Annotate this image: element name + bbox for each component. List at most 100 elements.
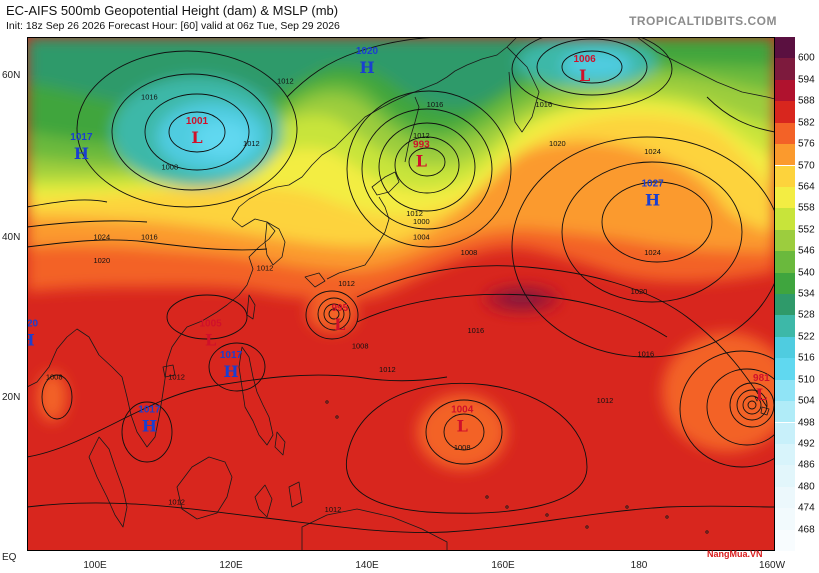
- colorbar-swatch: [775, 229, 795, 252]
- colorbar-swatch: [775, 122, 795, 145]
- low-pressure-symbol: L: [416, 152, 427, 171]
- isobar-label: 1012: [277, 77, 294, 86]
- map-header: EC-AIFS 500mb Geopotential Height (dam) …: [0, 0, 819, 36]
- pressure-center-value: 1017: [220, 350, 243, 361]
- colorbar-swatch: [775, 144, 795, 166]
- colorbar-label: 588: [798, 95, 815, 107]
- isobar-label: 1008: [461, 248, 478, 257]
- pressure-center-value: 981: [753, 373, 770, 384]
- pressure-center-value: 1027: [641, 179, 664, 190]
- coastlines: [27, 37, 775, 551]
- isobar-label: 1024: [644, 147, 661, 156]
- lat-label-60n: 60N: [2, 70, 21, 81]
- pressure-center-value: 1006: [573, 54, 596, 65]
- colorbar-label: 546: [798, 245, 815, 257]
- isobar-label: 1012: [257, 264, 274, 273]
- lon-label-160w: 160W: [758, 560, 786, 571]
- colorbar-swatch: [775, 443, 795, 466]
- lon-label-180: 180: [630, 560, 648, 571]
- colorbar-swatch: [775, 529, 795, 551]
- colorbar-swatch: [775, 336, 795, 359]
- colorbar-label: 522: [798, 331, 815, 343]
- height-band-582-storm-central: [417, 394, 507, 470]
- pressure-center-value: 995: [331, 303, 348, 314]
- map-title: EC-AIFS 500mb Geopotential Height (dam) …: [6, 3, 339, 18]
- colorbar-label: 492: [798, 438, 815, 450]
- colorbar-label: 570: [798, 160, 815, 171]
- colorbar-swatch: [775, 294, 795, 316]
- colorbar-swatch: [775, 358, 795, 380]
- high-pressure-symbol: H: [142, 416, 157, 435]
- low-pressure-symbol: L: [334, 315, 345, 334]
- lon-label-120e: 120E: [219, 560, 243, 571]
- low-pressure-symbol: L: [579, 66, 590, 85]
- pressure-center-value: 1004: [451, 404, 474, 415]
- isobar-label: 1012: [243, 139, 260, 148]
- colorbar-swatch: [775, 251, 795, 273]
- isobar-label: 1016: [141, 232, 158, 241]
- colorbar-label: 558: [798, 202, 815, 214]
- colorbar-label: 516: [798, 352, 815, 364]
- colorbar-label: 510: [798, 374, 815, 386]
- weather-map: 1020H1006L1017H1001L993L1027H995L1005L10…: [27, 37, 775, 551]
- colorbar-swatch: [775, 401, 795, 423]
- pressure-center-value: 993: [413, 140, 430, 151]
- isobar-label: 1020: [549, 139, 566, 148]
- colorbar-label: 600: [798, 52, 815, 64]
- colorbar-swatch: [775, 79, 795, 102]
- lat-label-eq: EQ: [2, 552, 17, 563]
- isobar-label: 1012: [168, 497, 185, 506]
- source-credit: TROPICALTIDBITS.COM: [629, 14, 777, 28]
- colorbar-label: 582: [798, 117, 815, 129]
- isobar-label: 1020: [93, 256, 110, 265]
- low-pressure-symbol: L: [191, 128, 202, 147]
- colorbar-swatch: [775, 186, 795, 209]
- colorbar-label: 528: [798, 309, 815, 321]
- colorbar-label: 504: [798, 395, 815, 407]
- colorbar-label: 498: [798, 417, 815, 428]
- isobar-label: 1016: [427, 100, 444, 109]
- isobar-label: 1012: [168, 373, 185, 382]
- isobar-label: 1008: [46, 373, 63, 382]
- low-pressure-symbol: L: [457, 416, 468, 435]
- low-pressure-symbol: L: [205, 331, 216, 350]
- pressure-center-value: 1001: [186, 116, 209, 127]
- isobar-label: 1012: [406, 209, 423, 218]
- colorbar-label: 552: [798, 224, 815, 236]
- colorbar-cap: [775, 37, 795, 59]
- colorbar-swatch: [775, 508, 795, 530]
- colorbar-swatch: [775, 208, 795, 230]
- isobar-label: 1008: [454, 443, 471, 452]
- colorbar-label: 480: [798, 481, 815, 493]
- colorbar-swatch: [775, 379, 795, 402]
- colorbar-label: 468: [798, 524, 815, 536]
- height-band-516: [194, 121, 250, 157]
- isobar-label: 1016: [141, 92, 158, 101]
- pressure-center-value: 1020: [356, 46, 379, 57]
- high-pressure-symbol: H: [359, 58, 374, 77]
- colorbar-label: 540: [798, 267, 815, 279]
- colorbar-swatch: [775, 101, 795, 123]
- colorbar-swatch: [775, 422, 795, 444]
- isobars: [27, 37, 775, 533]
- colorbar-swatch: [775, 315, 795, 337]
- pressure-center-value: 1020: [27, 319, 39, 330]
- isobar-label: 1008: [352, 342, 369, 351]
- colorbar-label: 576: [798, 138, 815, 150]
- isobar-label: 1000: [413, 217, 430, 226]
- high-pressure-symbol: H: [223, 362, 238, 381]
- colorbar-swatch: [775, 465, 795, 487]
- isobar-label: 1024: [93, 232, 110, 241]
- height-band-582-storm-east: [662, 332, 775, 452]
- lat-label-20n: 20N: [2, 392, 21, 403]
- isobar-label: 1012: [597, 396, 614, 405]
- isobar-label: 1016: [467, 326, 484, 335]
- isobar-label: 1012: [413, 131, 430, 140]
- high-pressure-symbol: H: [645, 191, 660, 210]
- pressure-center-value: 1005: [199, 319, 222, 330]
- colorbar-swatch: [775, 272, 795, 294]
- colorbar-label: 474: [798, 502, 815, 514]
- isobar-label: 1016: [535, 100, 552, 109]
- height-colorbar: 600 594 588 582 576 570 564 558 552 546 540 534 528 5…: [775, 37, 819, 551]
- colorbar-label: 486: [798, 459, 815, 471]
